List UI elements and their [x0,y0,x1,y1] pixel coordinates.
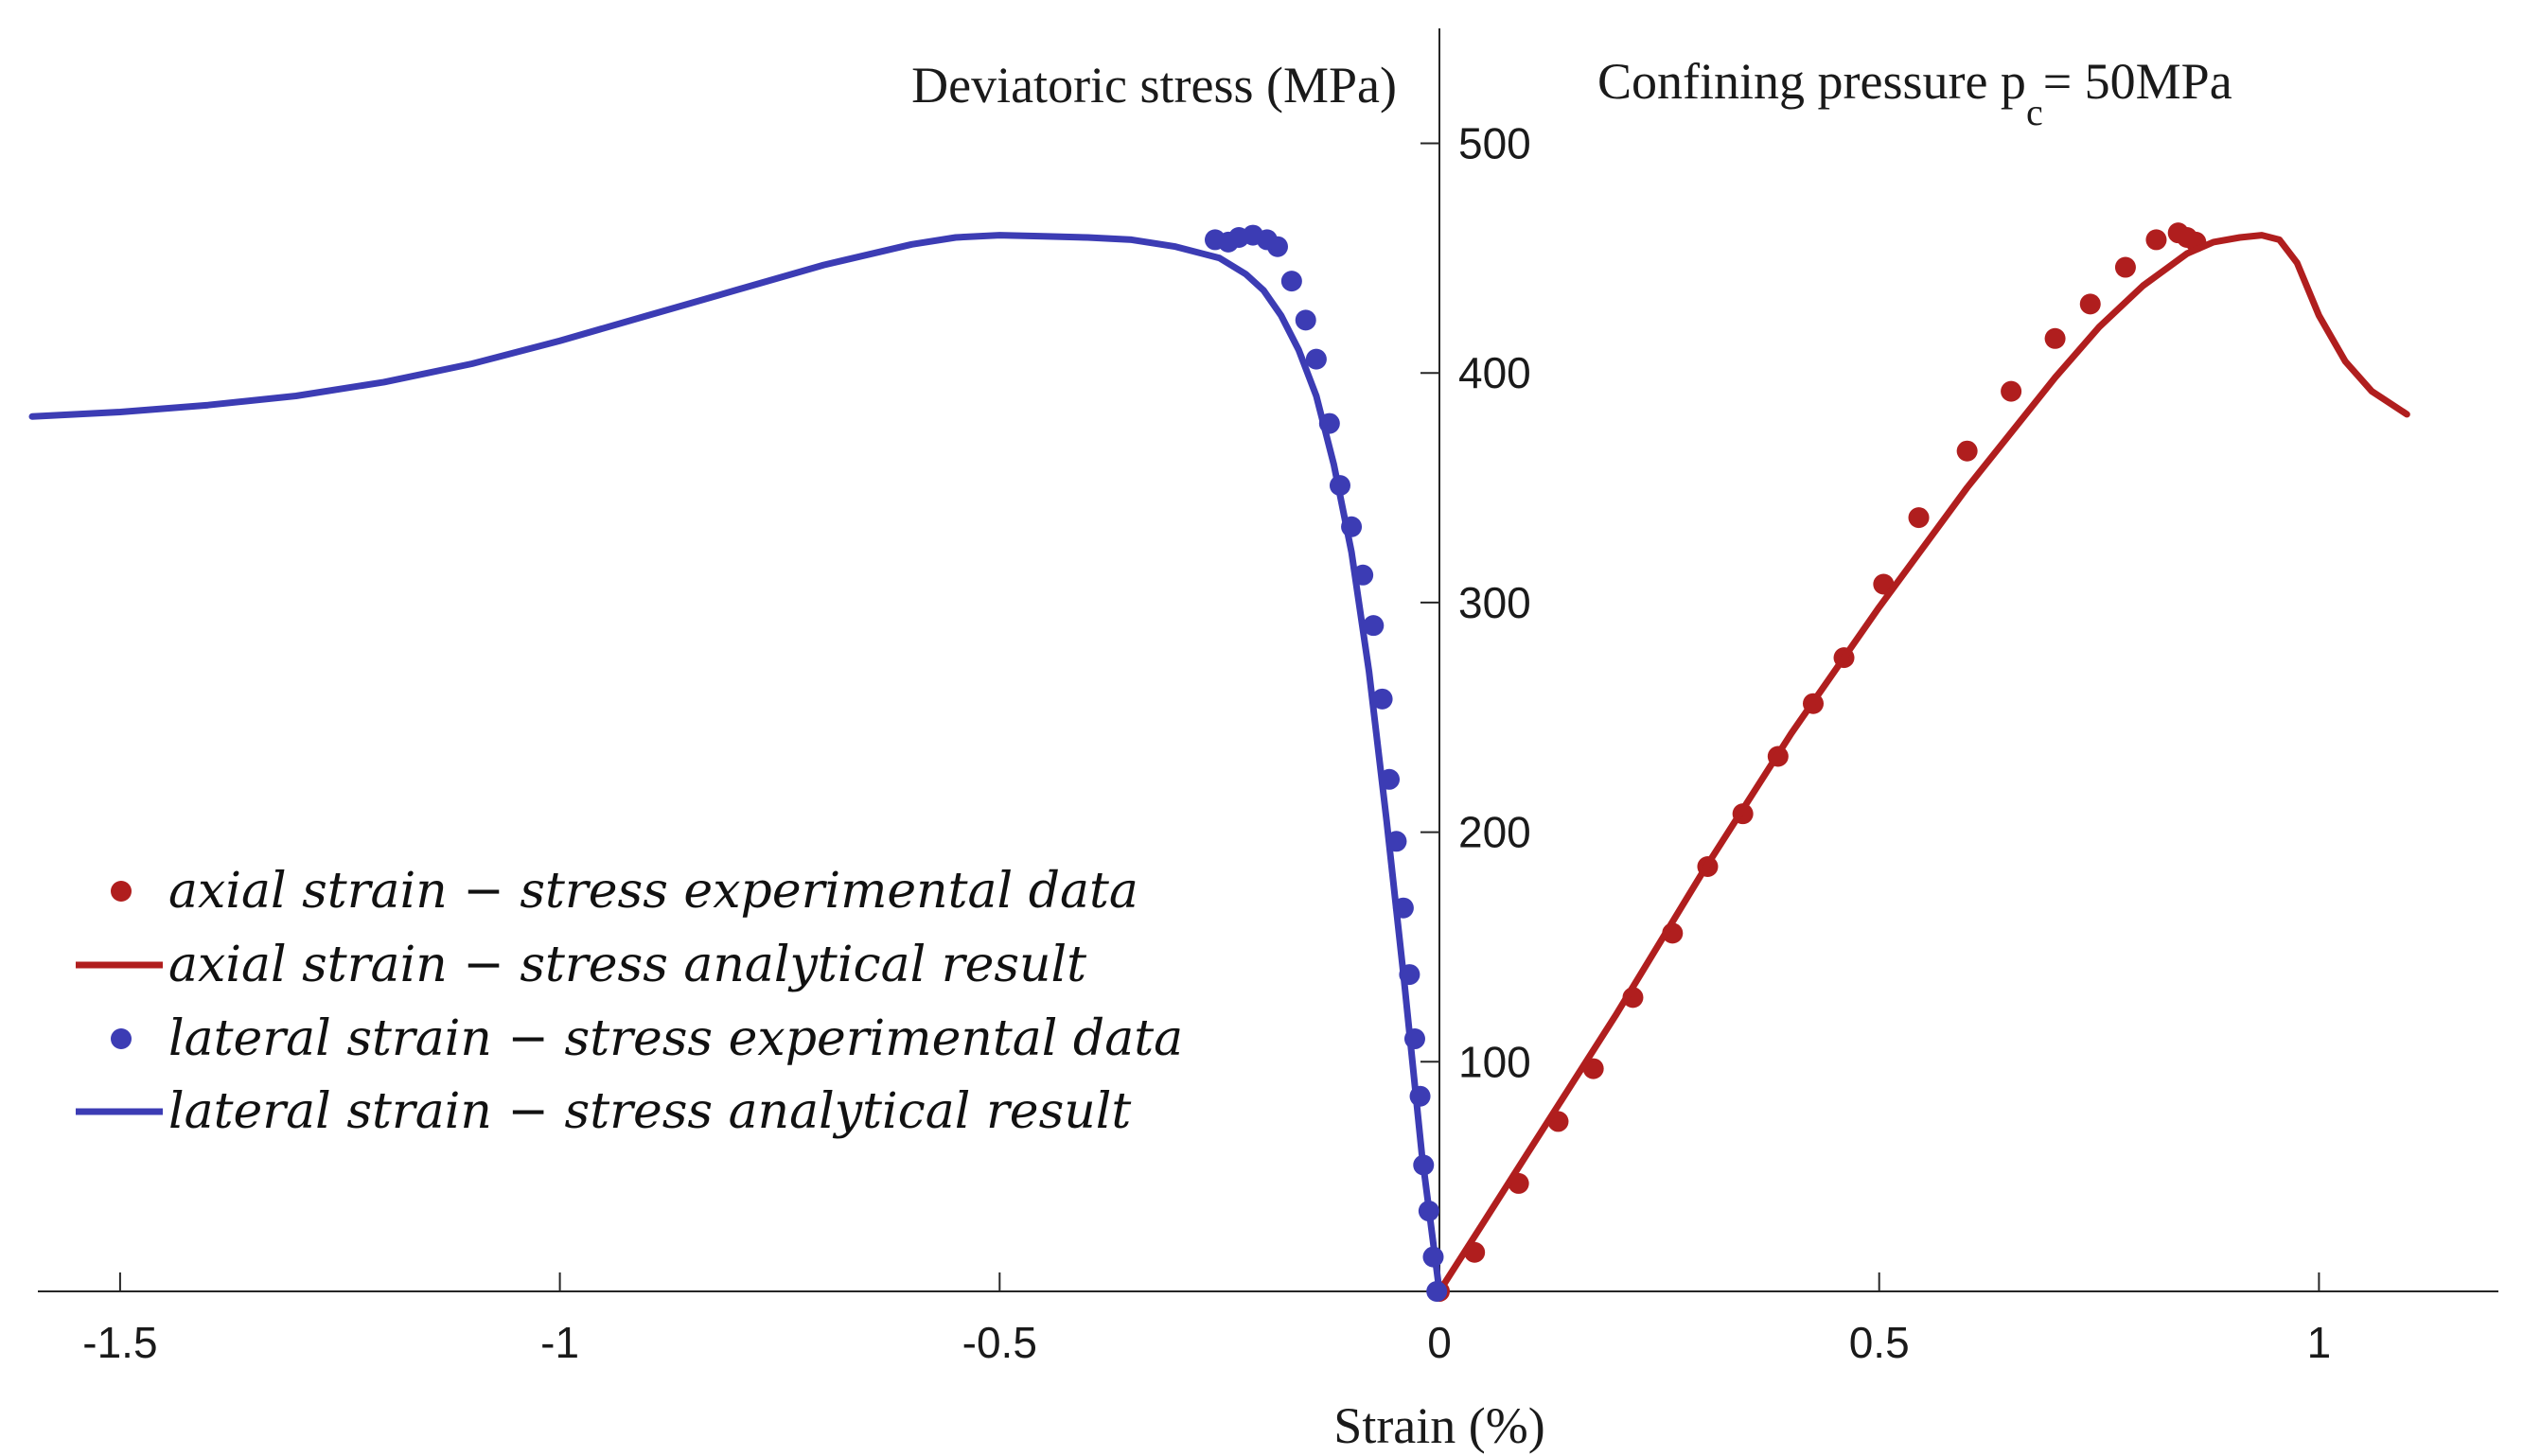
series-1 [1436,232,2410,1295]
x-tick-label: 1 [2307,1318,2332,1367]
data-point [2114,256,2136,278]
x-tick-label: -0.5 [962,1318,1037,1367]
legend-entry-label: lateral strain − stress analytical resul… [168,1083,1131,1140]
x-tick-label: 0 [1427,1318,1452,1367]
x-tick-label: -1.5 [82,1318,157,1367]
y-tick-label: 400 [1458,348,1531,397]
legend-entry-label: axial strain − stress experimental data [168,863,1138,920]
data-point [1363,615,1385,637]
series-layer [28,222,2410,1302]
data-point [2044,327,2066,349]
annotation-suffix: = 50MPa [2043,53,2232,110]
y-tick-label: 100 [1458,1037,1531,1086]
series-3 [28,232,1443,1295]
legend-entry-label: axial strain − stress analytical result [168,937,1086,993]
data-point [1280,271,1302,292]
x-axis-label: Strain (%) [1333,1397,1544,1454]
confining-pressure-annotation: Confining pressure pc= 50MPa [1597,53,2232,133]
y-tick-label: 500 [1458,119,1531,168]
data-point [1295,309,1316,331]
y-axis-label: Deviatoric stress (MPa) [911,57,1397,114]
series-2 [1205,224,1448,1302]
data-point [1371,688,1393,710]
data-point [1956,440,1978,462]
annotation-prefix: Confining pressure p [1597,53,2026,110]
y-tick-label: 200 [1458,808,1531,857]
legend-entry-label: lateral strain − stress experimental dat… [168,1010,1183,1067]
axes: -1.5 -1 -0.5 0 0.5 1 100 200 300 400 500 [38,28,2498,1367]
series-0 [1429,222,2207,1302]
data-point [1908,507,1930,529]
series-line [1436,232,2410,1295]
data-point [2145,229,2167,251]
x-tick-label: 0.5 [1849,1318,1910,1367]
data-point [2001,380,2022,402]
legend-marker-swatch [111,881,132,902]
x-tick-label: -1 [540,1318,579,1367]
y-tick-label: 300 [1458,578,1531,627]
data-point [1305,348,1327,370]
series-line [28,232,1443,1295]
data-point [1205,229,1226,251]
labels-layer: Strain (%) Deviatoric stress (MPa) Confini… [911,53,2232,1454]
legend: axial strain − stress experimental data a… [76,863,1183,1140]
annotation-subscript: c [2026,91,2043,133]
data-point [2079,293,2101,315]
legend-marker-swatch [111,1028,132,1049]
